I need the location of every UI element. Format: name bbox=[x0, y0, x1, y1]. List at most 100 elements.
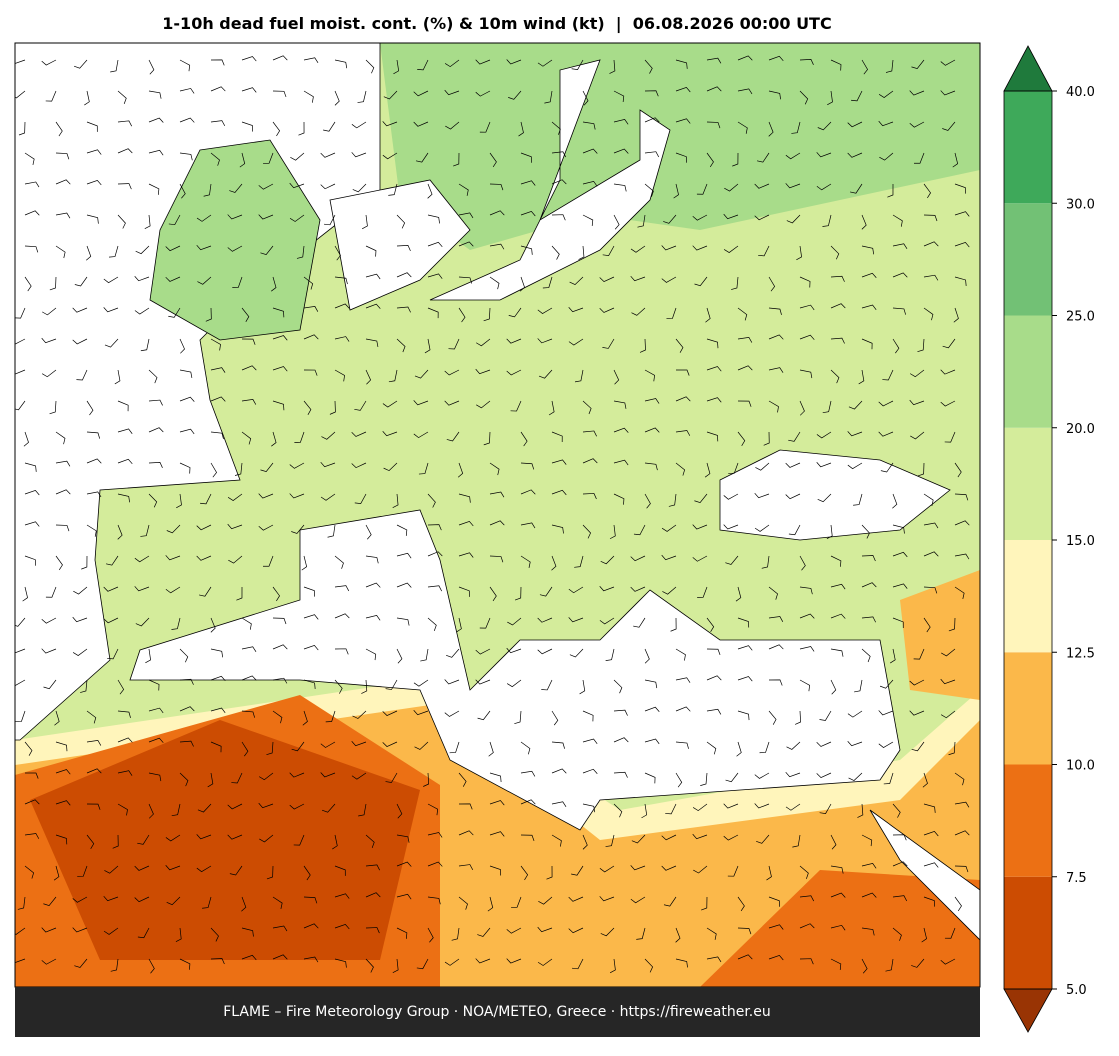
wind-barb bbox=[427, 524, 442, 531]
wind-barb bbox=[551, 431, 563, 443]
wind-barb bbox=[506, 369, 522, 376]
wind-barb bbox=[506, 927, 522, 934]
wind-barb bbox=[520, 211, 536, 217]
wind-barb bbox=[457, 462, 464, 478]
wind-barb bbox=[568, 927, 584, 934]
wind-barb bbox=[796, 245, 802, 261]
wind-barb bbox=[55, 524, 70, 532]
wind-barb bbox=[417, 59, 429, 71]
wind-barb bbox=[551, 524, 564, 534]
wind-barb bbox=[266, 741, 274, 756]
wind-barb bbox=[117, 458, 133, 465]
wind-barb bbox=[272, 954, 288, 960]
colorbar-tick-label: 10.0 bbox=[1066, 759, 1095, 774]
wind-barb bbox=[847, 121, 863, 128]
wind-barb bbox=[86, 768, 102, 774]
colorbar-segment bbox=[1004, 764, 1052, 877]
wind-barb bbox=[134, 586, 150, 592]
wind-barb bbox=[630, 896, 646, 904]
wind-barb bbox=[737, 710, 750, 721]
wind-barb bbox=[892, 214, 903, 227]
wind-barb bbox=[631, 834, 646, 844]
wind-barb bbox=[179, 428, 195, 435]
wind-barb bbox=[661, 865, 677, 871]
wind-barb bbox=[168, 214, 181, 226]
wind-barb bbox=[737, 927, 752, 935]
wind-barb bbox=[506, 958, 522, 964]
wind-barb bbox=[582, 121, 596, 130]
wind-barb bbox=[605, 648, 615, 661]
wind-barb bbox=[303, 369, 318, 376]
wind-barb bbox=[258, 493, 274, 499]
wind-barb bbox=[179, 958, 191, 970]
wind-barb bbox=[272, 307, 285, 318]
wind-barb bbox=[613, 803, 623, 818]
wind-barb bbox=[792, 834, 801, 848]
wind-barb bbox=[148, 59, 155, 75]
wind-barb bbox=[179, 88, 195, 94]
wind-barb bbox=[830, 555, 842, 567]
wind-barb bbox=[613, 148, 629, 154]
wind-barb bbox=[706, 57, 722, 64]
wind-barb bbox=[24, 210, 40, 216]
wind-barb bbox=[196, 865, 212, 873]
wind-barb bbox=[55, 152, 70, 160]
wind-barb bbox=[830, 958, 842, 970]
wind-barb bbox=[55, 834, 68, 845]
wind-barb bbox=[506, 338, 522, 344]
wind-barb bbox=[568, 307, 584, 313]
wind-barb bbox=[799, 276, 811, 288]
wind-barb bbox=[334, 369, 345, 382]
wind-barb bbox=[568, 896, 584, 902]
region-moist bbox=[380, 43, 980, 250]
wind-barb bbox=[520, 152, 532, 163]
wind-barb bbox=[737, 365, 753, 371]
wind-barb bbox=[427, 832, 443, 838]
wind-barb bbox=[303, 679, 316, 689]
wind-barb bbox=[396, 338, 406, 353]
wind-barb bbox=[396, 617, 410, 626]
wind-barb bbox=[179, 59, 191, 72]
sea bbox=[869, 809, 980, 941]
wind-barb bbox=[86, 524, 97, 537]
wind-barb bbox=[303, 586, 315, 597]
wind-barb bbox=[830, 892, 846, 898]
wind-barb bbox=[537, 307, 553, 315]
wind-barb bbox=[77, 865, 88, 877]
wind-barb bbox=[785, 803, 801, 811]
wind-barb bbox=[602, 245, 615, 256]
wind-barb bbox=[334, 613, 350, 619]
wind-barb bbox=[148, 737, 164, 743]
wind-barb bbox=[24, 555, 36, 566]
wind-barb bbox=[737, 336, 753, 343]
wind-barb bbox=[365, 648, 377, 661]
wind-barb bbox=[148, 149, 164, 156]
wind-barb bbox=[134, 896, 150, 903]
wind-barb bbox=[303, 865, 311, 881]
wind-barb bbox=[816, 152, 832, 158]
wind-barb bbox=[816, 741, 832, 747]
wind-barb bbox=[704, 462, 711, 478]
wind-barb bbox=[487, 896, 494, 912]
wind-barb bbox=[383, 462, 398, 472]
wind-barb bbox=[148, 427, 164, 433]
wind-barb bbox=[303, 306, 319, 312]
title: 1-10h dead fuel moist. cont. (%) & 10m w… bbox=[162, 14, 831, 34]
wind-barb bbox=[706, 708, 722, 715]
wind-barb bbox=[483, 431, 491, 446]
wind-barb bbox=[706, 86, 722, 92]
wind-barb bbox=[518, 121, 524, 137]
wind-barb bbox=[911, 741, 925, 752]
wind-barb bbox=[756, 152, 770, 163]
wind-barb bbox=[754, 492, 770, 499]
wind-barb bbox=[613, 737, 629, 743]
wind-barb bbox=[520, 555, 531, 568]
wind-barb bbox=[196, 524, 212, 531]
wind-barb bbox=[848, 772, 863, 781]
wind-barb bbox=[196, 834, 212, 840]
wind-barb bbox=[892, 803, 901, 818]
wind-barb bbox=[72, 616, 88, 623]
wind-barb bbox=[396, 272, 412, 278]
wind-barb bbox=[520, 180, 536, 186]
wind-barb bbox=[15, 617, 26, 627]
